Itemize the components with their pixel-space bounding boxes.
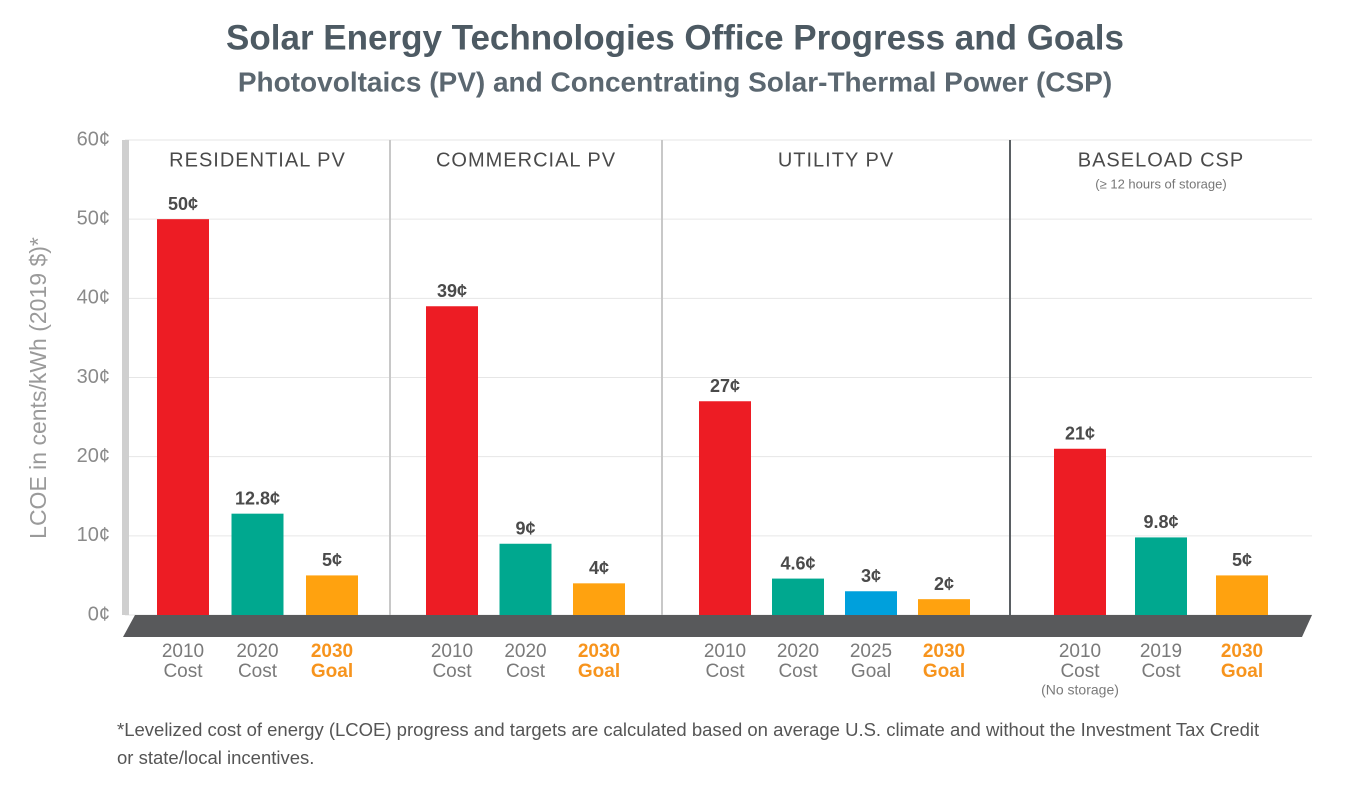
x-tick-label: Cost	[238, 661, 278, 682]
value-label: 2¢	[934, 574, 954, 594]
bar	[772, 578, 824, 615]
panel-title: UTILITY PV	[778, 149, 894, 171]
bar	[157, 219, 209, 615]
x-tick-label: Goal	[578, 661, 620, 682]
x-tick-label: Cost	[432, 661, 472, 682]
value-label: 5¢	[322, 550, 342, 570]
y-tick-label: 30¢	[77, 366, 110, 388]
y-tick-label: 40¢	[77, 287, 110, 309]
y-axis-label: LCOE in cents/kWh (2019 $)*	[25, 237, 51, 539]
y-tick-label: 20¢	[77, 445, 110, 467]
x-tick-label: Cost	[506, 661, 546, 682]
bar	[306, 575, 358, 615]
x-tick-label: Cost	[778, 661, 818, 682]
bar	[1054, 448, 1106, 615]
panel-title: COMMERCIAL PV	[436, 149, 616, 171]
panel-subtitle: (≥ 12 hours of storage)	[1095, 176, 1226, 191]
value-label: 9¢	[515, 519, 535, 539]
x-tick-label: Cost	[705, 661, 745, 682]
bar	[1216, 575, 1268, 615]
value-label: 12.8¢	[235, 488, 280, 508]
value-label: 27¢	[710, 376, 740, 396]
y-tick-label: 0¢	[88, 603, 110, 625]
x-tick-label: Goal	[923, 661, 965, 682]
value-label: 39¢	[437, 281, 467, 301]
x-tick-label: Goal	[1221, 661, 1263, 682]
x-tick-label: Cost	[163, 661, 203, 682]
x-tick-label: 2010	[162, 641, 204, 662]
panel-title: BASELOAD CSP	[1078, 149, 1245, 171]
value-label: 3¢	[861, 566, 881, 586]
x-tick-label: 2030	[923, 641, 965, 662]
x-tick-label: 2019	[1140, 641, 1182, 662]
x-tick-label: 2020	[777, 641, 819, 662]
value-label: 9.8¢	[1143, 512, 1178, 532]
footnote: *Levelized cost of energy (LCOE) progres…	[117, 719, 1260, 768]
x-tick-label: 2020	[504, 641, 546, 662]
value-label: 4¢	[589, 558, 609, 578]
x-tick-label: Cost	[1060, 661, 1100, 682]
bar	[231, 513, 284, 615]
x-tick-label: 2030	[311, 641, 353, 662]
floor	[123, 615, 1312, 637]
value-label: 21¢	[1065, 424, 1095, 444]
y-axis-bar	[122, 140, 129, 615]
y-tick-label: 10¢	[77, 524, 110, 546]
bar	[699, 401, 751, 615]
x-tick-label: 2010	[704, 641, 746, 662]
bar	[573, 583, 625, 615]
panel-title: RESIDENTIAL PV	[169, 149, 346, 171]
value-label: 50¢	[168, 194, 198, 214]
x-tick-label: 2030	[1221, 641, 1263, 662]
chart-title: Solar Energy Technologies Office Progres…	[226, 18, 1124, 57]
bar	[845, 591, 897, 615]
x-tick-label: 2020	[236, 641, 278, 662]
bar	[1135, 537, 1187, 615]
x-tick-label: Cost	[1141, 661, 1181, 682]
bar	[426, 306, 478, 615]
y-tick-label: 50¢	[77, 207, 110, 229]
value-label: 4.6¢	[780, 553, 815, 573]
x-tick-label: Goal	[311, 661, 353, 682]
value-label: 5¢	[1232, 550, 1252, 570]
x-tick-label: 2030	[578, 641, 620, 662]
bar	[918, 599, 970, 615]
bar	[499, 543, 552, 615]
x-tick-label: 2025	[850, 641, 892, 662]
x-tick-label: Goal	[851, 661, 891, 682]
chart-subtitle: Photovoltaics (PV) and Concentrating Sol…	[238, 66, 1112, 97]
y-tick-label: 60¢	[77, 128, 110, 150]
x-tick-label: 2010	[1059, 641, 1101, 662]
x-tick-label: 2010	[431, 641, 473, 662]
x-tick-label: (No storage)	[1041, 682, 1119, 698]
